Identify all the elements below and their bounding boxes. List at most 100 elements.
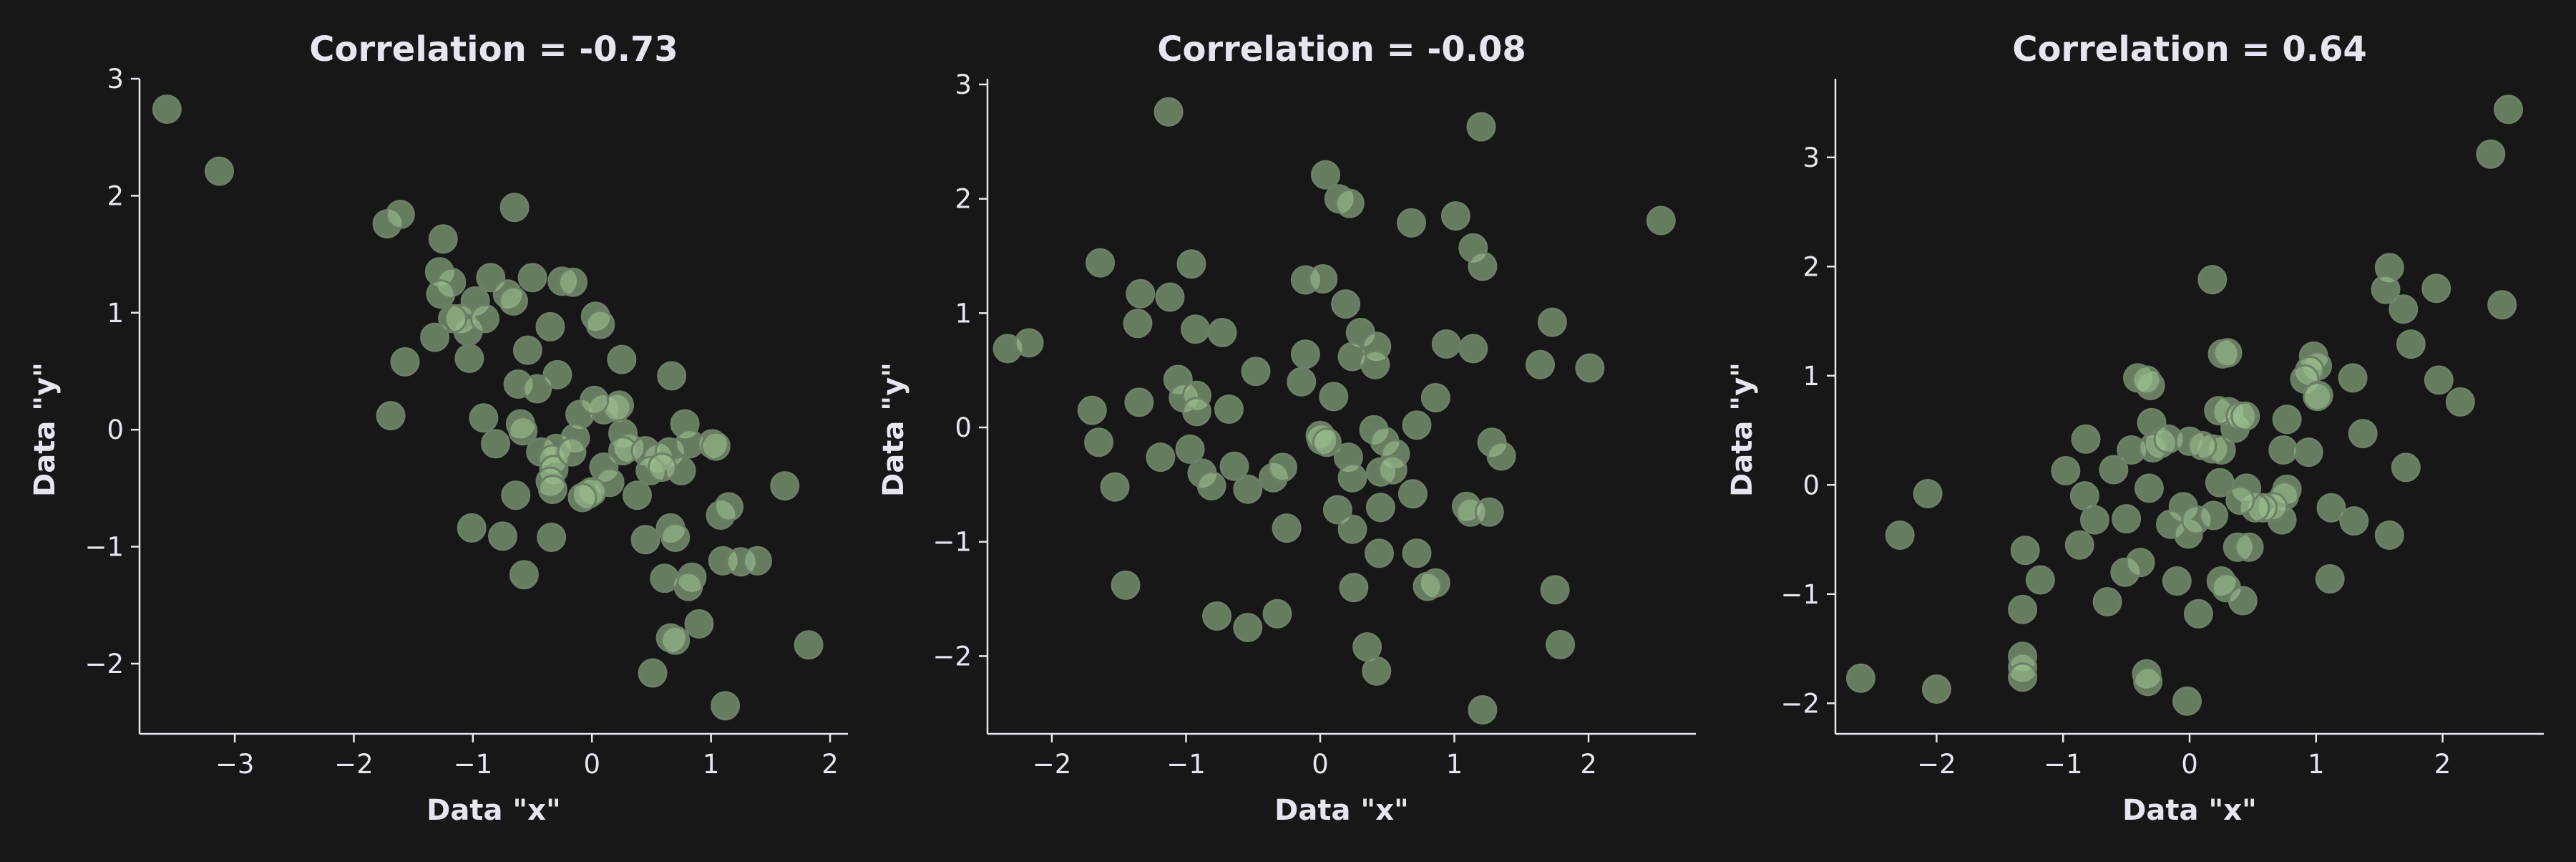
data-point <box>638 658 668 688</box>
data-point <box>1537 307 1567 337</box>
y-tick-label: 0 <box>107 415 124 445</box>
data-point <box>1575 353 1605 383</box>
data-point <box>1397 208 1426 238</box>
x-tick-label: 0 <box>583 749 600 780</box>
data-point <box>743 546 772 576</box>
data-point <box>660 523 691 552</box>
data-point <box>420 322 450 352</box>
data-point <box>2230 401 2260 431</box>
data-point <box>1885 520 1915 550</box>
data-point <box>1290 339 1320 369</box>
y-tick-label: 1 <box>955 298 972 329</box>
data-point <box>517 263 547 293</box>
y-tick-label: −1 <box>932 527 972 558</box>
data-point <box>2187 430 2218 460</box>
subplot-1-ylabel: Data "y" <box>29 362 62 497</box>
data-point <box>1337 514 1367 544</box>
data-point <box>508 416 538 446</box>
y-tick-label: 3 <box>1802 142 1820 173</box>
x-tick-label: −2 <box>1033 749 1072 780</box>
data-point <box>1402 538 1432 568</box>
y-tick-label: 0 <box>955 412 972 443</box>
data-point <box>714 492 744 522</box>
data-point <box>469 403 499 433</box>
data-point <box>2339 506 2369 536</box>
x-tick-label: 2 <box>821 749 839 780</box>
data-point <box>2293 437 2323 468</box>
data-point <box>1646 205 1676 236</box>
data-point <box>1440 201 1470 231</box>
data-point <box>2112 504 2142 534</box>
data-point <box>499 286 528 316</box>
data-point <box>1311 160 1340 190</box>
data-point <box>2134 473 2164 503</box>
x-tick-label: −2 <box>334 749 374 780</box>
subplot-3-title: Correlation = 0.64 <box>2012 29 2367 69</box>
data-point <box>711 691 741 721</box>
data-point <box>567 483 597 513</box>
data-point <box>470 304 499 334</box>
data-point <box>2172 686 2202 716</box>
data-point <box>1526 349 1555 379</box>
data-point <box>488 521 517 551</box>
data-point <box>1486 441 1516 471</box>
y-tick-label: 2 <box>955 184 972 215</box>
data-point <box>770 471 800 501</box>
data-point <box>1014 328 1044 358</box>
data-point <box>1921 674 1951 704</box>
data-point <box>152 95 182 124</box>
data-point <box>1182 397 1211 427</box>
subplot-2-xlabel: Data "x" <box>1274 794 1409 827</box>
data-point <box>457 513 487 543</box>
data-point <box>2225 485 2255 515</box>
data-point <box>1337 463 1367 493</box>
subplot-3-ylabel: Data "y" <box>1726 362 1759 497</box>
data-point <box>557 437 587 467</box>
data-point <box>647 452 677 482</box>
subplot-2-ylabel: Data "y" <box>877 362 910 497</box>
data-point <box>2234 532 2264 562</box>
data-point <box>2071 424 2101 454</box>
y-tick-label: −2 <box>932 641 972 672</box>
data-point <box>1175 434 1205 464</box>
data-point <box>1100 472 1130 502</box>
data-point <box>2272 405 2302 435</box>
data-point <box>512 335 542 365</box>
data-point <box>1146 442 1176 473</box>
data-point <box>607 344 637 374</box>
data-point <box>2162 566 2192 596</box>
data-point <box>2183 599 2213 629</box>
subplot-3: Correlation = 0.64 Data "x" Data "y" −2 −… <box>1726 29 2544 827</box>
data-point <box>2228 586 2258 616</box>
x-tick-label: 1 <box>703 749 720 780</box>
data-point <box>2338 363 2368 393</box>
data-point <box>1413 571 1443 601</box>
data-point <box>657 361 687 391</box>
data-point <box>454 344 484 373</box>
data-point <box>1402 410 1432 440</box>
y-tick-label: 2 <box>107 180 124 211</box>
data-point <box>499 193 530 223</box>
data-point <box>1287 367 1317 397</box>
data-point <box>1268 452 1297 483</box>
data-point <box>1331 289 1361 319</box>
data-point <box>684 609 714 639</box>
x-tick-label: 1 <box>1446 749 1463 780</box>
data-point <box>2025 565 2055 595</box>
data-point <box>1077 395 1107 425</box>
y-tick-label: 3 <box>955 69 972 100</box>
data-point <box>1176 249 1206 279</box>
x-tick-label: −2 <box>1917 749 1956 780</box>
subplot-1: Correlation = -0.73 Data "x" Data "y" −3… <box>29 29 848 827</box>
data-point <box>650 563 680 594</box>
data-point <box>426 279 456 309</box>
data-point <box>1241 357 1271 387</box>
subplot-3-xlabel: Data "x" <box>2122 794 2257 827</box>
subplot-2-title: Correlation = -0.08 <box>1157 29 1526 69</box>
data-point <box>1155 282 1185 312</box>
data-point <box>537 523 567 552</box>
data-point <box>1540 575 1570 605</box>
data-point <box>1322 495 1352 525</box>
data-point <box>1365 493 1395 523</box>
data-point <box>1339 573 1369 603</box>
